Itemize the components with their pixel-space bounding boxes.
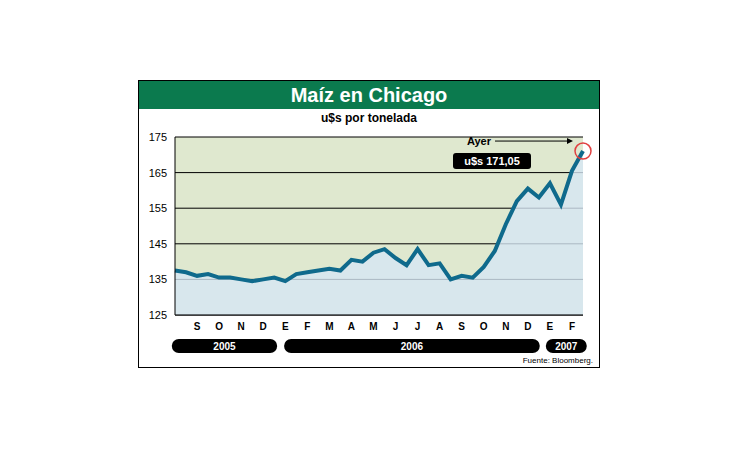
svg-text:F: F — [304, 321, 310, 332]
svg-text:D: D — [524, 321, 531, 332]
svg-text:E: E — [547, 321, 554, 332]
svg-text:A: A — [436, 321, 443, 332]
html-text:u$s por tonelada: u$s por tonelada — [321, 111, 417, 125]
svg-text:2005: 2005 — [213, 341, 236, 352]
svg-text:165: 165 — [149, 167, 167, 179]
svg-text:O: O — [215, 321, 223, 332]
svg-text:J: J — [393, 321, 399, 332]
svg-text:u$s 171,05: u$s 171,05 — [464, 155, 520, 167]
svg-text:D: D — [260, 321, 267, 332]
svg-text:A: A — [348, 321, 355, 332]
svg-text:F: F — [569, 321, 575, 332]
svg-text:N: N — [238, 321, 245, 332]
svg-text:135: 135 — [149, 273, 167, 285]
svg-text:M: M — [369, 321, 377, 332]
svg-text:155: 155 — [149, 202, 167, 214]
html-text:Fuente: Bloomberg.: Fuente: Bloomberg. — [522, 356, 593, 365]
svg-text:2007: 2007 — [555, 341, 578, 352]
svg-text:2006: 2006 — [401, 341, 424, 352]
svg-text:S: S — [458, 321, 465, 332]
svg-text:S: S — [194, 321, 201, 332]
svg-text:145: 145 — [149, 238, 167, 250]
svg-text:N: N — [502, 321, 509, 332]
html-text:Maíz en Chicago: Maíz en Chicago — [290, 84, 448, 106]
svg-text:E: E — [282, 321, 289, 332]
svg-text:M: M — [325, 321, 333, 332]
svg-text:125: 125 — [149, 309, 167, 321]
svg-text:J: J — [415, 321, 421, 332]
svg-text:Ayer: Ayer — [467, 135, 492, 147]
svg-text:O: O — [480, 321, 488, 332]
svg-text:175: 175 — [149, 131, 167, 143]
